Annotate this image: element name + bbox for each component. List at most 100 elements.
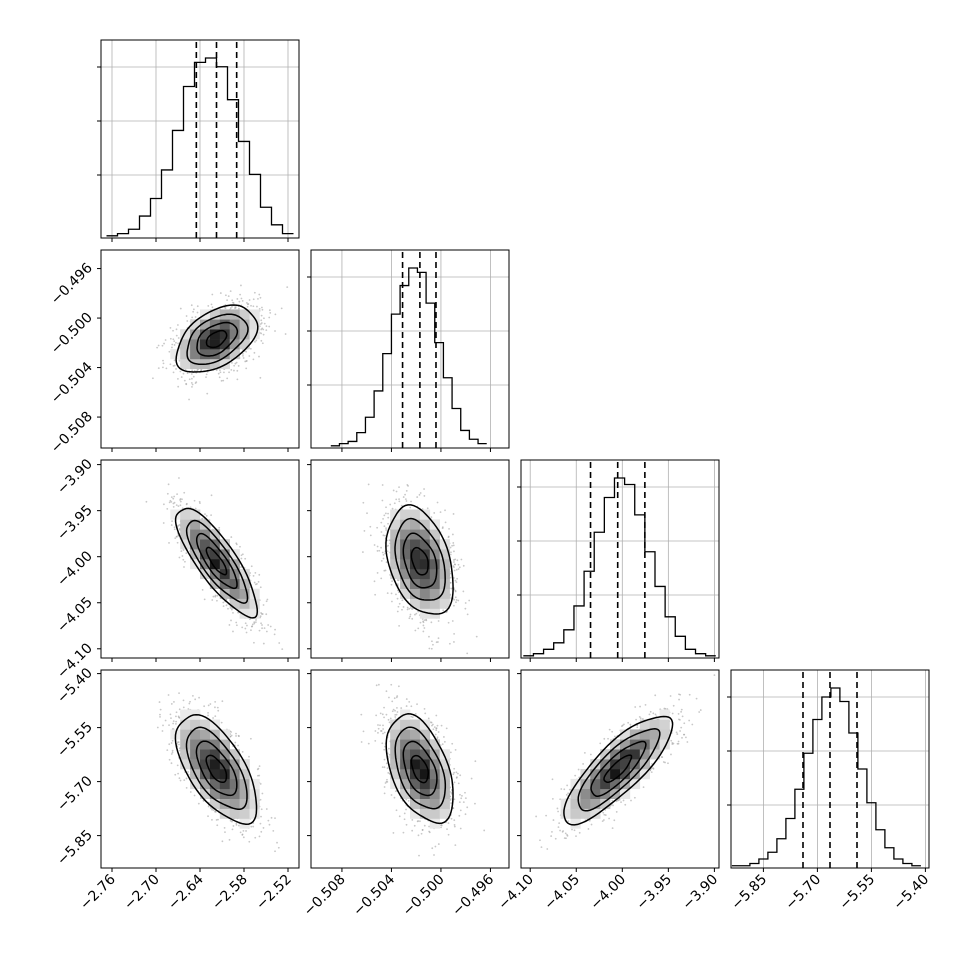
- scatter-point: [449, 572, 452, 575]
- panel-3-0-ytick-label: −5.70: [54, 773, 96, 815]
- scatter-point: [265, 329, 268, 332]
- density-cell: [180, 358, 191, 370]
- scatter-point: [664, 707, 667, 710]
- density-cell: [190, 759, 201, 770]
- scatter-point: [447, 621, 450, 624]
- contour-level-1: [195, 532, 238, 590]
- scatter-point: [440, 724, 443, 727]
- scatter-point: [181, 507, 184, 510]
- contour-level-3: [385, 504, 454, 615]
- scatter-point: [396, 707, 398, 709]
- scatter-point: [242, 354, 244, 357]
- scatter-point: [434, 733, 437, 736]
- density-cell: [410, 549, 421, 560]
- scatter-point: [170, 524, 173, 526]
- scatter-point: [226, 377, 229, 380]
- scatter-point: [211, 808, 213, 811]
- density-cell: [219, 808, 230, 819]
- density-cell: [659, 719, 670, 730]
- scatter-point: [241, 751, 244, 753]
- scatter-point: [623, 723, 625, 726]
- scatter-point: [405, 808, 407, 811]
- density-cell: [200, 719, 211, 730]
- scatter-point: [385, 690, 388, 693]
- scatter-point: [466, 652, 469, 655]
- scatter-point: [629, 723, 632, 726]
- density-cell: [429, 539, 440, 550]
- density-cell: [229, 319, 240, 330]
- scatter-point: [369, 534, 372, 537]
- scatter-point: [428, 830, 430, 833]
- scatter-point: [172, 338, 175, 341]
- scatter-point: [220, 379, 223, 382]
- scatter-point: [222, 379, 225, 382]
- scatter-point: [261, 327, 264, 330]
- scatter-point: [398, 625, 401, 627]
- density-cell: [400, 778, 411, 790]
- panel-2-0-ytick-label: −4.00: [54, 548, 96, 590]
- scatter-point: [679, 730, 681, 732]
- scatter-point: [603, 813, 606, 816]
- scatter-point: [558, 822, 561, 825]
- density-cell: [200, 519, 211, 530]
- scatter-point: [384, 745, 386, 748]
- scatter-point: [258, 355, 260, 358]
- scatter-point: [460, 797, 463, 800]
- scatter-point: [231, 301, 234, 304]
- scatter-point: [175, 720, 178, 723]
- scatter-point: [253, 291, 256, 294]
- scatter-point: [453, 566, 455, 568]
- density-cell: [249, 329, 260, 340]
- scatter-point: [265, 808, 268, 810]
- contour-level-3: [385, 713, 454, 825]
- scatter-point: [210, 514, 212, 517]
- scatter-point: [391, 700, 394, 703]
- scatter-point: [218, 526, 221, 529]
- scatter-point: [474, 802, 476, 805]
- scatter-point: [407, 799, 410, 802]
- scatter-point: [168, 758, 171, 761]
- scatter-point: [244, 622, 247, 625]
- scatter-point: [453, 632, 455, 635]
- scatter-point: [390, 794, 393, 796]
- density-cell: [429, 769, 440, 780]
- scatter-point: [170, 717, 172, 720]
- scatter-point: [453, 819, 456, 822]
- density-cell: [209, 329, 221, 340]
- density-cell: [419, 788, 431, 799]
- scatter-point: [713, 674, 716, 677]
- scatter-point: [236, 369, 239, 372]
- scatter-point: [607, 737, 609, 740]
- density-cell: [229, 808, 240, 819]
- scatter-point: [672, 742, 675, 745]
- scatter-point: [261, 624, 263, 626]
- panel-3-2-xtick-label: −4.00: [587, 872, 629, 914]
- scatter-point: [268, 309, 271, 312]
- scatter-point: [394, 790, 397, 793]
- scatter-point: [405, 798, 408, 801]
- density-panel-3-1: [310, 669, 510, 869]
- density-cell: [439, 769, 450, 780]
- scatter-point: [268, 823, 271, 826]
- density-cell: [249, 598, 260, 609]
- scatter-point: [274, 330, 276, 332]
- scatter-point: [259, 822, 262, 825]
- scatter-point: [217, 372, 220, 375]
- scatter-point: [685, 736, 687, 739]
- scatter-point: [258, 765, 261, 768]
- density-cell: [219, 749, 230, 760]
- panel-3-2-xtick-label: −3.90: [680, 872, 722, 914]
- scatter-point: [691, 723, 694, 726]
- scatter-point: [434, 845, 437, 848]
- scatter-point: [427, 717, 430, 720]
- scatter-point: [639, 705, 641, 708]
- scatter-point: [363, 530, 366, 532]
- scatter-point: [403, 812, 406, 815]
- scatter-point: [179, 779, 182, 782]
- scatter-point: [172, 329, 174, 332]
- scatter-point: [671, 712, 674, 715]
- scatter-point: [274, 817, 276, 820]
- density-cell: [190, 339, 201, 350]
- density-cell: [410, 798, 421, 809]
- scatter-point: [252, 305, 255, 308]
